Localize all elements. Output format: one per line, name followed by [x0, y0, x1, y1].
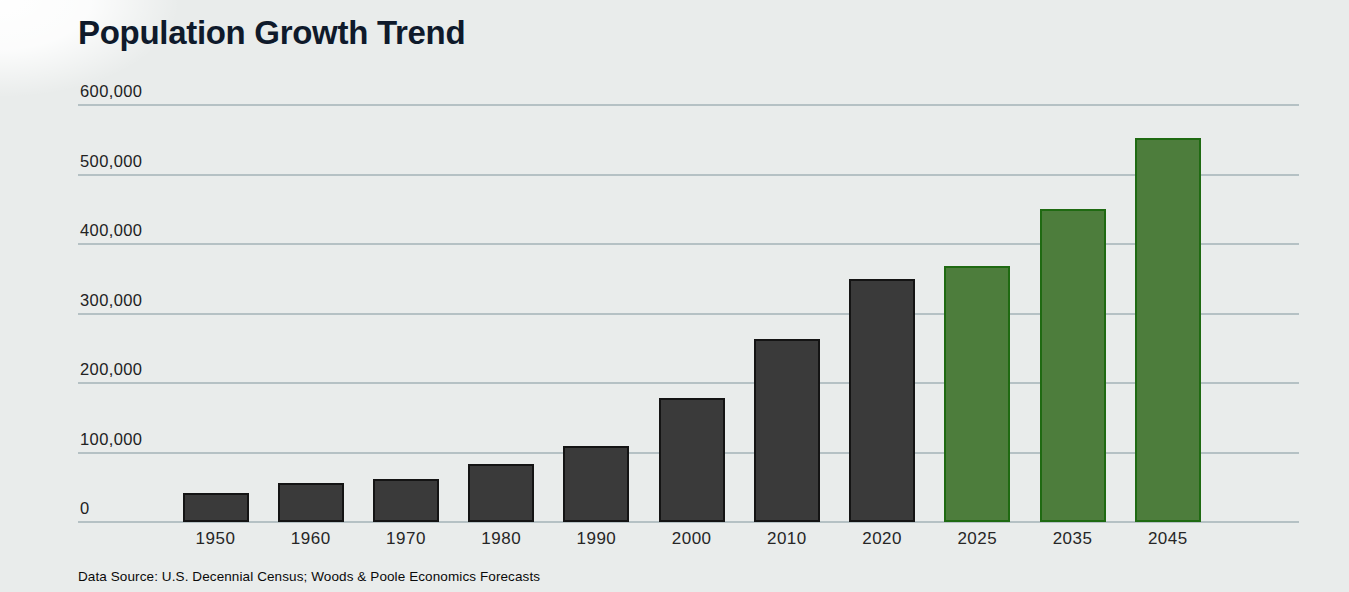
x-tick-label-1980: 1980 [481, 529, 521, 549]
x-tick-label-1990: 1990 [576, 529, 616, 549]
bar-2020-historical [849, 279, 915, 522]
gridline-400000 [78, 243, 1299, 245]
y-tick-label-400000: 400,000 [80, 221, 142, 240]
x-tick-label-2020: 2020 [862, 529, 902, 549]
bar-1970-historical [373, 479, 439, 522]
bar-1990-historical [563, 446, 629, 522]
gridline-300000 [78, 313, 1299, 315]
source-note: Data Source: U.S. Decennial Census; Wood… [78, 569, 540, 584]
gridline-600000 [78, 104, 1299, 106]
bar-2035-forecast [1040, 209, 1106, 522]
x-tick-label-1960: 1960 [291, 529, 331, 549]
bar-1960-historical [278, 483, 344, 522]
bar-1980-historical [468, 464, 534, 522]
y-tick-label-600000: 600,000 [80, 82, 142, 101]
bar-2000-historical [659, 398, 725, 522]
chart-title: Population Growth Trend [78, 14, 465, 52]
gridline-500000 [78, 174, 1299, 176]
bar-2025-forecast [944, 266, 1010, 522]
y-tick-label-100000: 100,000 [80, 430, 142, 449]
y-tick-label-500000: 500,000 [80, 152, 142, 171]
y-tick-label-0: 0 [80, 499, 90, 518]
y-tick-label-300000: 300,000 [80, 291, 142, 310]
bar-2045-forecast [1135, 138, 1201, 522]
x-tick-label-2035: 2035 [1053, 529, 1093, 549]
x-tick-label-2010: 2010 [767, 529, 807, 549]
gridline-200000 [78, 382, 1299, 384]
x-tick-label-2025: 2025 [957, 529, 997, 549]
x-tick-label-2045: 2045 [1148, 529, 1188, 549]
plot-area: 0100,000200,000300,000400,000500,000600,… [78, 105, 1299, 522]
x-tick-label-1950: 1950 [196, 529, 236, 549]
x-tick-label-1970: 1970 [386, 529, 426, 549]
x-tick-label-2000: 2000 [672, 529, 712, 549]
y-tick-label-200000: 200,000 [80, 360, 142, 379]
bar-2010-historical [754, 339, 820, 522]
bar-1950-historical [183, 493, 249, 522]
